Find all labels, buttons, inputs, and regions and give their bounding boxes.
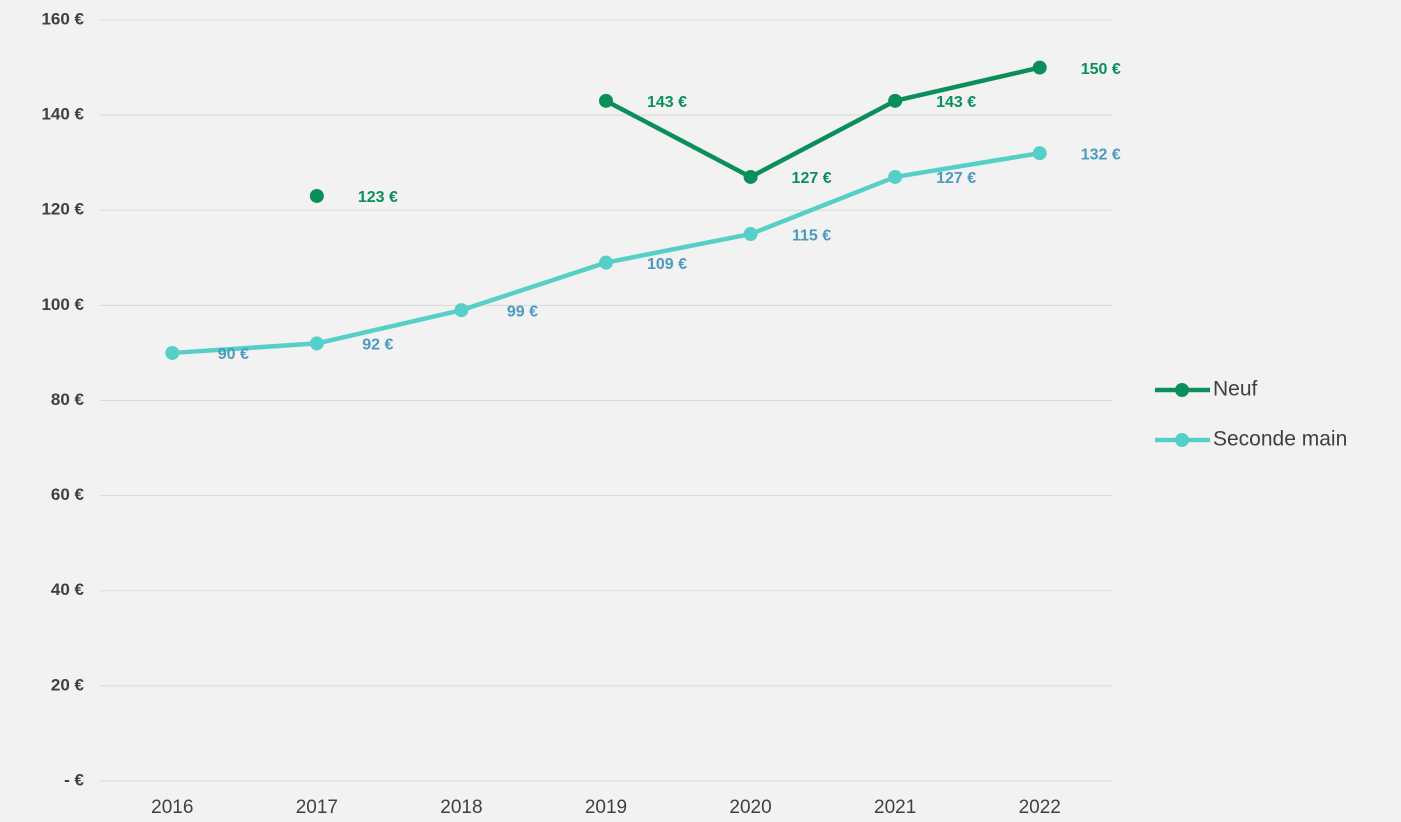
value-label: 127 € [792, 170, 832, 187]
y-tick-label: 120 € [41, 200, 84, 219]
point [888, 169, 903, 184]
point [743, 227, 758, 242]
value-label: 150 € [1081, 61, 1121, 78]
x-tick-label: 2016 [151, 797, 193, 818]
point [309, 188, 324, 203]
x-tick-label: 2020 [729, 797, 771, 818]
point [599, 93, 613, 108]
y-tick-label: 140 € [41, 105, 84, 124]
point [1032, 60, 1047, 75]
y-tick-label: 60 € [51, 485, 85, 504]
legend-marker [1175, 433, 1189, 447]
x-tick-label: 2018 [440, 797, 482, 818]
legend-label: Seconde main [1213, 428, 1347, 451]
value-label: 127 € [936, 170, 976, 187]
value-label: 92 € [362, 337, 393, 354]
value-label: 143 € [936, 94, 976, 111]
point [599, 255, 613, 270]
y-tick-label: - € [64, 770, 84, 789]
y-tick-label: 100 € [41, 295, 84, 314]
point [454, 303, 469, 318]
x-tick-label: 2021 [874, 797, 916, 818]
value-label: 132 € [1081, 146, 1121, 163]
point [743, 169, 758, 184]
point [165, 345, 180, 360]
y-tick-label: 20 € [51, 675, 85, 694]
value-label: 143 € [647, 94, 687, 111]
series-line [604, 65, 1041, 180]
point [309, 336, 324, 351]
legend-marker [1175, 383, 1189, 397]
x-tick-label: 2019 [585, 797, 627, 818]
legend-label: Neuf [1213, 378, 1258, 401]
x-tick-label: 2022 [1019, 797, 1061, 818]
value-label: 99 € [507, 303, 538, 320]
x-tick-label: 2017 [296, 797, 338, 818]
y-tick-label: 40 € [51, 580, 85, 599]
y-tick-label: 80 € [51, 390, 85, 409]
value-label: 109 € [647, 256, 687, 273]
value-label: 90 € [218, 346, 249, 363]
point [888, 93, 903, 108]
point [1032, 146, 1047, 161]
y-tick-label: 160 € [41, 9, 84, 28]
value-label: 123 € [358, 189, 398, 206]
value-label: 115 € [792, 227, 831, 244]
